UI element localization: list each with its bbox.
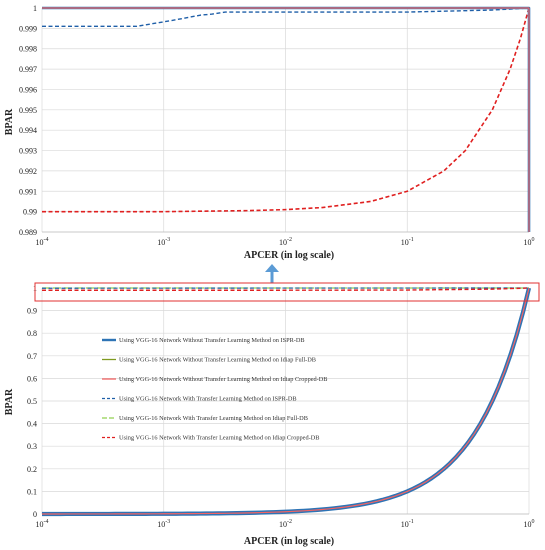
zoomed-x-axis-title: APCER (in log scale)	[244, 250, 334, 261]
y-tick-label: 0.995	[19, 106, 37, 115]
x-tick-label: 10-1	[401, 519, 414, 529]
legend-label-s3: Using VGG-16 Network Without Transfer Le…	[119, 376, 328, 383]
y-tick-label: 0.998	[19, 45, 37, 54]
y-tick-label: 0.5	[27, 397, 37, 406]
full-y-axis-title: BPAR	[4, 388, 15, 415]
x-tick-label: 10-2	[279, 237, 292, 247]
y-tick-label: 0.992	[19, 167, 37, 176]
x-tick-label: 10-1	[401, 237, 414, 247]
y-tick-label: 0.997	[19, 65, 37, 74]
y-tick-label: 0.996	[19, 85, 37, 94]
x-tick-label: 10-3	[157, 237, 170, 247]
y-tick-label: 0.991	[19, 187, 37, 196]
y-tick-label: 0.6	[27, 374, 37, 383]
x-tick-label: 100	[524, 237, 535, 247]
y-tick-label: 0.8	[27, 329, 37, 338]
zoomed-y-tick-labels: 0.989 0.99 0.991 0.992 0.993 0.994 0.995 0.996 0…	[19, 4, 37, 237]
y-tick-label: 0.999	[19, 24, 37, 33]
y-tick-label: 0.7	[27, 352, 37, 361]
x-tick-label: 10-2	[279, 519, 292, 529]
x-tick-label: 10-4	[36, 519, 49, 529]
y-tick-label: 1	[33, 4, 37, 13]
legend-label-s1: Using VGG-16 Network Without Transfer Le…	[119, 337, 305, 344]
y-tick-label: 0.3	[27, 442, 37, 451]
series-line-s6	[41, 287, 530, 291]
legend-label-s4: Using VGG-16 Network With Transfer Learn…	[119, 396, 297, 403]
full-chart: 00.10.20.30.40.50.60.70.80.91 10-4 10-3 10…	[4, 282, 540, 547]
legend: Using VGG-16 Network Without Transfer Le…	[102, 337, 328, 442]
zoomed-chart: 0.989 0.99 0.991 0.992 0.993 0.994 0.995 0.996 0…	[4, 4, 535, 261]
y-tick-label: 0.9	[27, 307, 37, 316]
y-tick-label: 0.993	[19, 147, 37, 156]
x-tick-label: 100	[524, 519, 535, 529]
zoom-highlight-box	[34, 282, 540, 302]
zoom-arrow-head	[265, 264, 279, 272]
legend-label-s2: Using VGG-16 Network Without Transfer Le…	[119, 357, 316, 364]
full-y-tick-labels: 00.10.20.30.40.50.60.70.80.91	[27, 284, 37, 519]
series-line-s3	[41, 287, 530, 515]
zoom-arrow	[265, 264, 279, 283]
y-tick-label: 0.4	[27, 420, 37, 429]
y-tick-label: 0	[33, 510, 37, 519]
series-line-s4	[42, 7, 530, 28]
zoomed-x-tick-labels: 10-4 10-3 10-2 10-1 100	[36, 237, 535, 247]
y-tick-label: 0.1	[27, 487, 37, 496]
full-series-group	[41, 287, 532, 517]
zoomed-series-group	[42, 6, 531, 233]
series-line-s6	[42, 7, 530, 213]
full-x-axis-title: APCER (in log scale)	[244, 536, 334, 547]
y-tick-label: 0.989	[19, 228, 37, 237]
full-x-tick-labels: 10-4 10-3 10-2 10-1 100	[36, 519, 535, 529]
y-tick-label: 0.2	[27, 465, 37, 474]
legend-label-s6: Using VGG-16 Network With Transfer Learn…	[119, 435, 319, 442]
y-tick-label: 0.99	[23, 208, 37, 217]
x-tick-label: 10-3	[157, 519, 170, 529]
y-tick-label: 0.994	[19, 126, 37, 135]
zoomed-gridlines	[41, 7, 530, 233]
x-tick-label: 10-4	[36, 237, 49, 247]
legend-label-s5: Using VGG-16 Network With Transfer Learn…	[119, 415, 308, 422]
zoomed-y-axis-title: BPAR	[4, 108, 15, 135]
series-line-s3	[42, 7, 530, 233]
